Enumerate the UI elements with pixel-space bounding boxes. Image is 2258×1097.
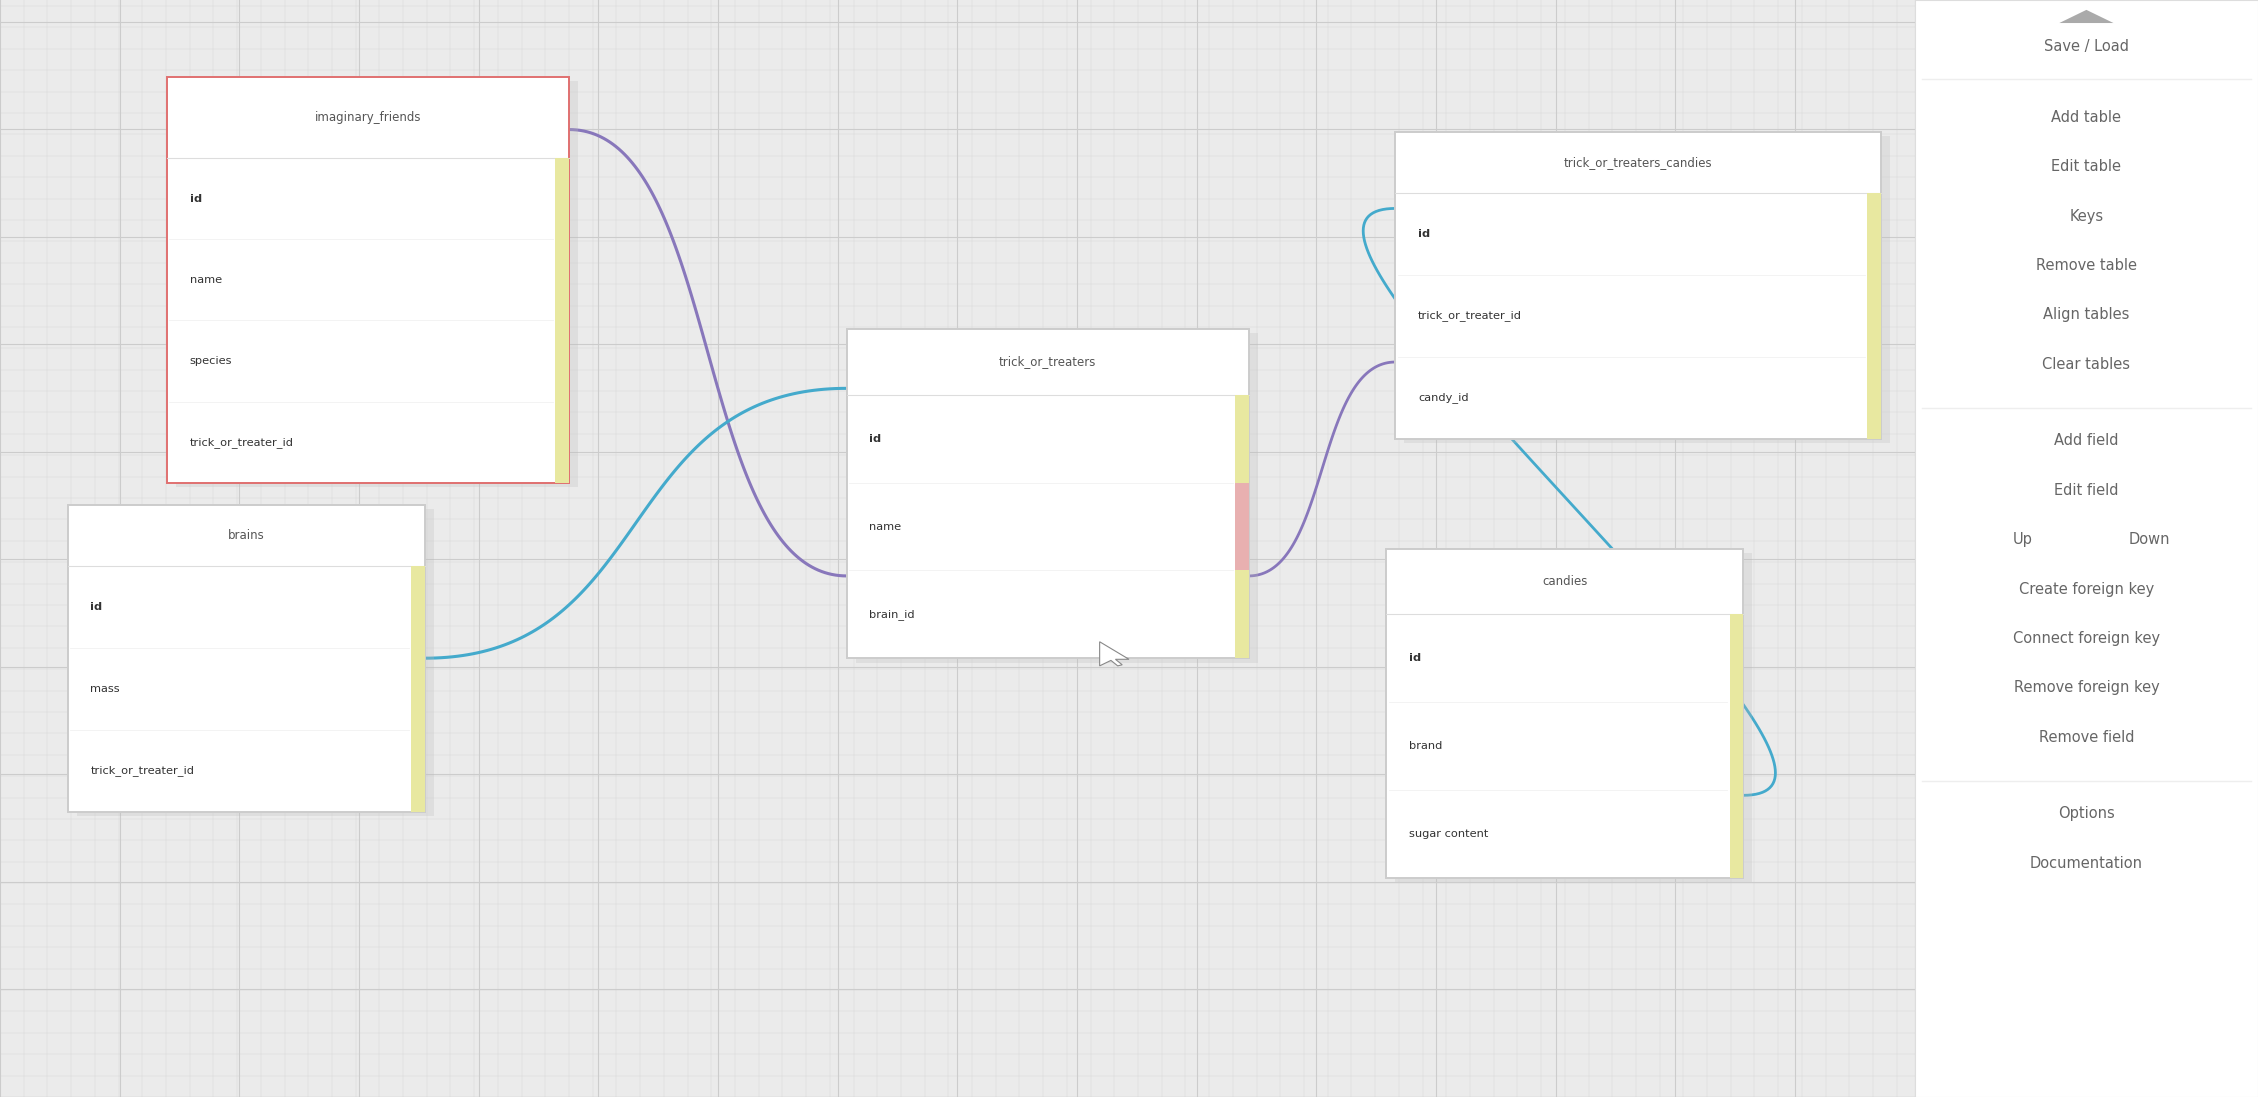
Bar (1915, 0, 2258, 1097)
Text: candies: candies (1542, 575, 1587, 588)
Bar (1235, 483, 1249, 570)
Bar (555, 158, 569, 483)
Text: Align tables: Align tables (2043, 307, 2129, 323)
Text: mass: mass (90, 683, 120, 694)
Bar (1235, 395, 1249, 658)
Bar (1395, 132, 1881, 439)
Text: trick_or_treater_id: trick_or_treater_id (90, 766, 194, 777)
Text: Clear tables: Clear tables (2043, 357, 2129, 372)
Bar (411, 566, 425, 812)
Bar (1404, 136, 1890, 443)
Polygon shape (1100, 642, 1129, 666)
Text: Remove field: Remove field (2039, 730, 2134, 745)
Text: brains: brains (228, 529, 264, 542)
Text: id: id (90, 602, 102, 612)
Text: brain_id: brain_id (869, 609, 914, 620)
Bar (1867, 193, 1881, 439)
Text: Documentation: Documentation (2030, 856, 2143, 871)
Bar (1730, 614, 1743, 878)
Text: name: name (869, 521, 901, 532)
Text: brand: brand (1409, 740, 1443, 751)
Bar (68, 505, 425, 812)
Text: Up: Up (2014, 532, 2032, 547)
Text: species: species (190, 355, 233, 366)
Text: id: id (1418, 229, 1429, 239)
Bar (1395, 553, 1752, 882)
Text: trick_or_treaters: trick_or_treaters (998, 355, 1097, 369)
Text: name: name (190, 274, 221, 285)
Text: id: id (190, 193, 201, 204)
Text: trick_or_treaters_candies: trick_or_treaters_candies (1565, 156, 1712, 169)
Text: Save / Load: Save / Load (2043, 38, 2129, 54)
Text: Remove table: Remove table (2037, 258, 2136, 273)
Text: Remove foreign key: Remove foreign key (2014, 680, 2159, 695)
Text: Connect foreign key: Connect foreign key (2012, 631, 2161, 646)
Text: trick_or_treater_id: trick_or_treater_id (190, 437, 294, 448)
Text: Keys: Keys (2068, 208, 2104, 224)
Text: Options: Options (2057, 806, 2116, 822)
Bar (167, 77, 569, 483)
Bar (847, 329, 1249, 658)
Text: id: id (869, 433, 881, 444)
Bar (856, 333, 1258, 663)
Bar (1386, 548, 1743, 878)
Text: Edit field: Edit field (2055, 483, 2118, 498)
Text: Down: Down (2129, 532, 2170, 547)
Text: Add field: Add field (2055, 433, 2118, 449)
Text: Edit table: Edit table (2050, 159, 2123, 174)
Text: candy_id: candy_id (1418, 393, 1468, 404)
Text: id: id (1409, 653, 1420, 664)
Text: trick_or_treater_id: trick_or_treater_id (1418, 310, 1522, 321)
Text: imaginary_friends: imaginary_friends (314, 111, 422, 124)
Text: Create foreign key: Create foreign key (2019, 581, 2154, 597)
Bar (176, 81, 578, 487)
Polygon shape (2059, 10, 2113, 23)
Text: Add table: Add table (2050, 110, 2123, 125)
Text: sugar content: sugar content (1409, 828, 1488, 839)
Bar (77, 509, 434, 816)
